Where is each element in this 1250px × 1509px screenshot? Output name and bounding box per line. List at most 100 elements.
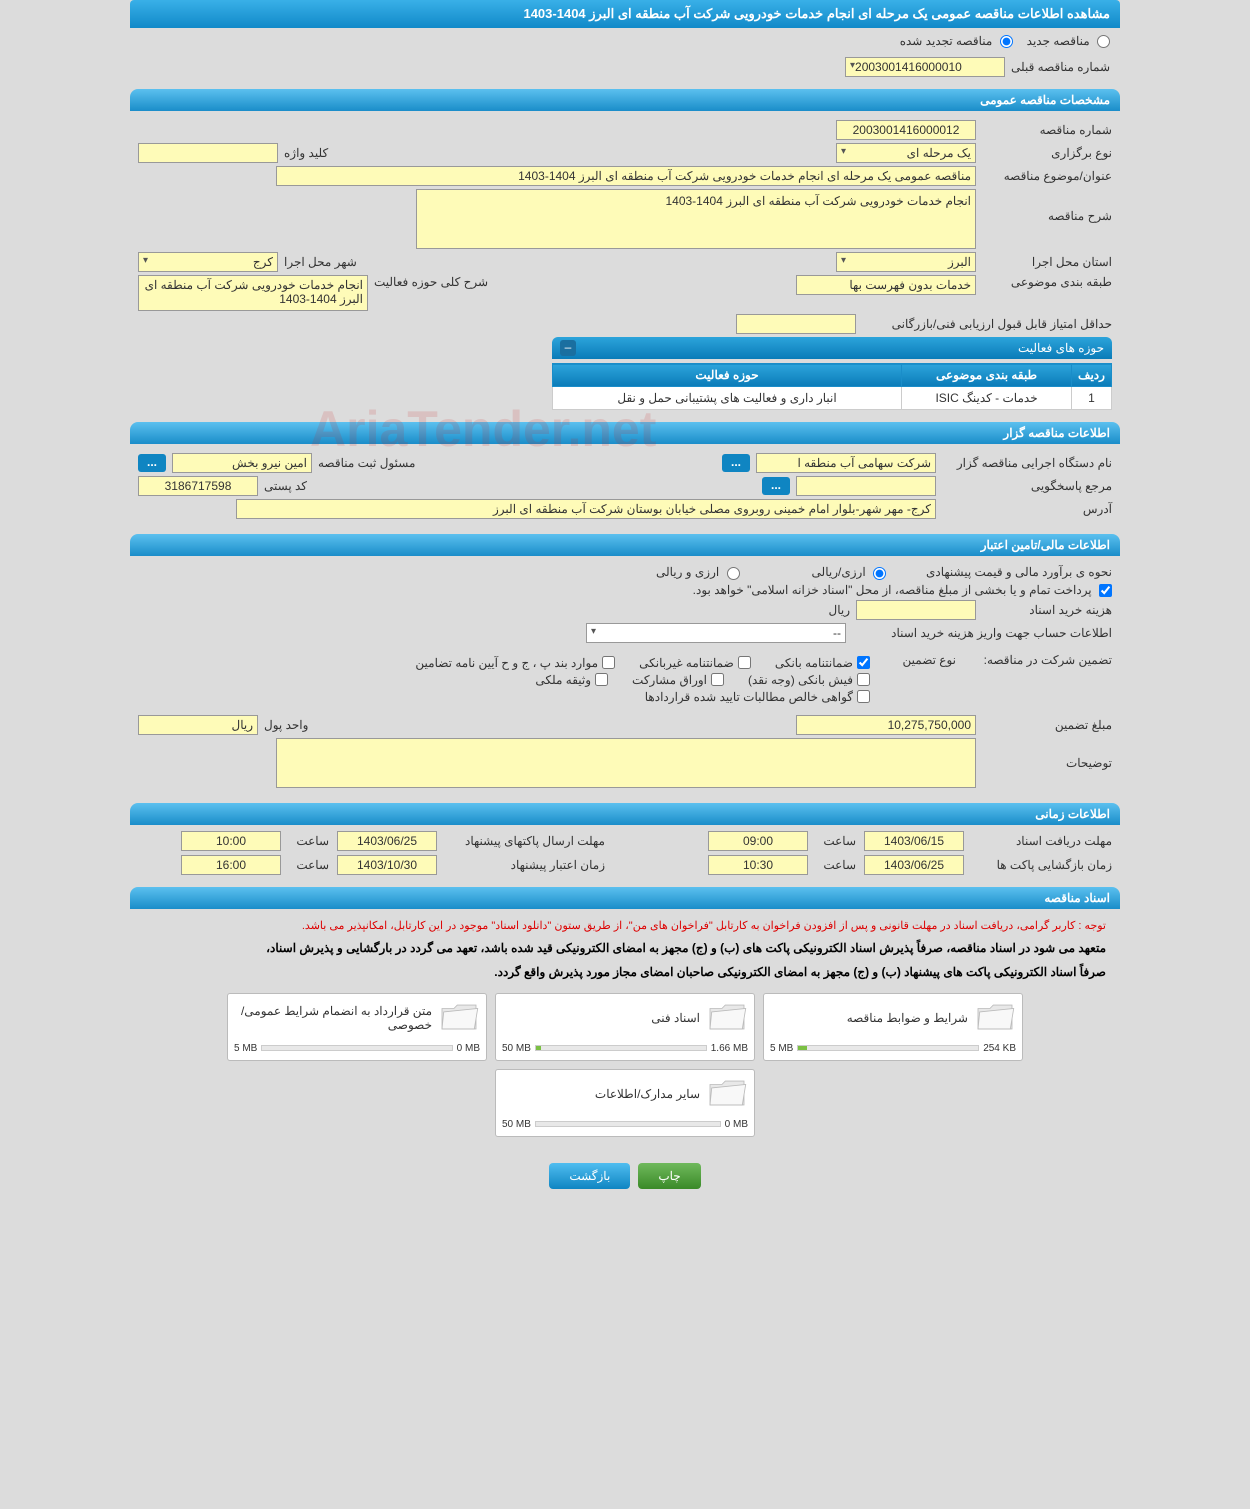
packet-send-date: 1403/06/25 xyxy=(337,831,437,851)
radio-renewed-label: مناقصه تجدید شده xyxy=(900,34,993,48)
doc-title: متن قرارداد به انضمام شرایط عمومی/خصوصی xyxy=(234,1004,432,1032)
chk-regulation[interactable]: موارد بند پ ، ج و ح آیین نامه تضامین xyxy=(415,656,615,670)
guarantee-amount-label: مبلغ تضمین xyxy=(982,718,1112,732)
method-label: نحوه ی برآورد مالی و قیمت پیشنهادی xyxy=(892,565,1112,579)
radio-new[interactable]: مناقصه جدید xyxy=(1027,34,1110,48)
folder-icon xyxy=(438,1000,480,1037)
activity-table: ردیف طبقه بندی موضوعی حوزه فعالیت 1 خدما… xyxy=(552,363,1112,410)
doc-used: 0 MB xyxy=(725,1119,748,1130)
col-category: طبقه بندی موضوعی xyxy=(902,364,1072,387)
back-button[interactable]: بازگشت xyxy=(549,1163,630,1189)
doc-bar xyxy=(261,1045,452,1051)
folder-icon xyxy=(706,1076,748,1113)
section-issuer: اطلاعات مناقصه گزار xyxy=(130,422,1120,444)
folder-icon xyxy=(706,1000,748,1037)
doc-bar xyxy=(797,1045,979,1051)
province-label: استان محل اجرا xyxy=(982,255,1112,269)
org-dots-button[interactable]: ... xyxy=(722,454,750,472)
type-label: نوع برگزاری xyxy=(982,146,1112,160)
print-button[interactable]: چاپ xyxy=(638,1163,700,1189)
doc-used: 1.66 MB xyxy=(711,1043,748,1054)
treasury-check[interactable]: پرداخت تمام و یا بخشی از مبلغ مناقصه، از… xyxy=(693,583,1112,597)
keyword-label: کلید واژه xyxy=(284,146,328,160)
doc-bar xyxy=(535,1121,721,1127)
currency-field: ریال xyxy=(138,715,258,735)
city-select[interactable]: کرج xyxy=(138,252,278,272)
prev-number-select[interactable]: 2003001416000010 xyxy=(845,57,1005,77)
inq-dots-button[interactable]: ... xyxy=(762,477,790,495)
city-label: شهر محل اجرا xyxy=(284,255,357,269)
doc-card[interactable]: اسناد فنی 50 MB 1.66 MB xyxy=(495,993,755,1061)
doc-max: 50 MB xyxy=(502,1119,531,1130)
province-select[interactable]: البرز xyxy=(836,252,976,272)
packet-send-label: مهلت ارسال پاکتهای پیشنهاد xyxy=(445,834,605,848)
category-field: خدمات بدون فهرست بها xyxy=(796,275,976,295)
notes-field[interactable] xyxy=(276,738,976,788)
saat1: ساعت xyxy=(816,834,856,848)
category-label: طبقه بندی موضوعی xyxy=(982,275,1112,289)
saat2: ساعت xyxy=(289,834,329,848)
responsible-field: امین نیرو بخش xyxy=(172,453,312,473)
guarantee-hdr: تضمین شرکت در مناقصه: xyxy=(962,653,1112,667)
doc-max: 5 MB xyxy=(770,1043,793,1054)
chk-bank[interactable]: ضمانتنامه بانکی xyxy=(775,656,870,670)
radio-both[interactable]: ارزی و ریالی xyxy=(656,565,740,579)
radio-renewed[interactable]: مناقصه تجدید شده xyxy=(900,34,1013,48)
doc-cost-field[interactable] xyxy=(856,600,976,620)
account-label: اطلاعات حساب جهت واریز هزینه خرید اسناد xyxy=(852,626,1112,640)
open-time: 10:30 xyxy=(708,855,808,875)
folder-icon xyxy=(974,1000,1016,1037)
section-finance: اطلاعات مالی/تامین اعتبار xyxy=(130,534,1120,556)
type-select[interactable]: یک مرحله ای xyxy=(836,143,976,163)
inquiry-label: مرجع پاسخگویی xyxy=(942,479,1112,493)
chk-property[interactable]: وثیقه ملکی xyxy=(535,673,608,687)
notes-label: توضیحات xyxy=(982,738,1112,770)
desc-field: انجام خدمات خودرویی شرکت آب منطقه ای الب… xyxy=(416,189,976,249)
title-field: مناقصه عمومی یک مرحله ای انجام خدمات خود… xyxy=(276,166,976,186)
credit-time: 16:00 xyxy=(181,855,281,875)
doc-max: 5 MB xyxy=(234,1043,257,1054)
number-label: شماره مناقصه xyxy=(982,123,1112,137)
doc-receive-time: 09:00 xyxy=(708,831,808,851)
saat3: ساعت xyxy=(816,858,856,872)
responsible-label: مسئول ثبت مناقصه xyxy=(318,456,415,470)
doc-card[interactable]: سایر مدارک/اطلاعات 50 MB 0 MB xyxy=(495,1069,755,1137)
address-label: آدرس xyxy=(942,502,1112,516)
currency-label: واحد پول xyxy=(264,718,308,732)
page-title: مشاهده اطلاعات مناقصه عمومی یک مرحله ای … xyxy=(130,0,1120,28)
section-general: مشخصات مناقصه عمومی xyxy=(130,89,1120,111)
desc-label: شرح مناقصه xyxy=(982,189,1112,223)
docs-blk-note2: صرفاً اسناد الکترونیکی پاکت های پیشنهاد … xyxy=(138,960,1112,984)
col-row: ردیف xyxy=(1072,364,1112,387)
doc-max: 50 MB xyxy=(502,1043,531,1054)
min-score-field[interactable] xyxy=(736,314,856,334)
activity-table-title: حوزه های فعالیت xyxy=(1018,341,1104,355)
account-select[interactable]: -- xyxy=(586,623,846,643)
table-row: 1 خدمات - کدینگ ISIC انبار داری و فعالیت… xyxy=(553,387,1112,410)
doc-receive-date: 1403/06/15 xyxy=(864,831,964,851)
doc-bar xyxy=(535,1045,707,1051)
scope-field: انجام خدمات خودرویی شرکت آب منطقه ای الب… xyxy=(138,275,368,311)
doc-card[interactable]: شرایط و ضوابط مناقصه 5 MB 254 KB xyxy=(763,993,1023,1061)
doc-card[interactable]: متن قرارداد به انضمام شرایط عمومی/خصوصی … xyxy=(227,993,487,1061)
org-label: نام دستگاه اجرایی مناقصه گزار xyxy=(942,456,1112,470)
minimize-icon[interactable]: – xyxy=(560,340,576,356)
chk-cash[interactable]: فیش بانکی (وجه نقد) xyxy=(748,673,870,687)
org-field: شرکت سهامی آب منطقه ا xyxy=(756,453,936,473)
prev-number-label: شماره مناقصه قبلی xyxy=(1011,60,1110,74)
credit-label: زمان اعتبار پیشنهاد xyxy=(445,858,605,872)
doc-used: 0 MB xyxy=(457,1043,480,1054)
doc-title: سایر مدارک/اطلاعات xyxy=(502,1087,700,1101)
chk-nonbank[interactable]: ضمانتنامه غیربانکی xyxy=(639,656,751,670)
doc-title: اسناد فنی xyxy=(502,1011,700,1025)
credit-date: 1403/10/30 xyxy=(337,855,437,875)
keyword-field[interactable] xyxy=(138,143,278,163)
col-activity: حوزه فعالیت xyxy=(553,364,902,387)
radio-rial[interactable]: ارزی/ریالی xyxy=(812,565,886,579)
docs-blk-note1: متعهد می شود در اسناد مناقصه، صرفاً پذیر… xyxy=(138,936,1112,960)
chk-clearance[interactable]: گواهی خالص مطالبات تایید شده قراردادها xyxy=(645,690,870,704)
chk-bonds[interactable]: اوراق مشارکت xyxy=(632,673,724,687)
section-docs: اسناد مناقصه xyxy=(130,887,1120,909)
inquiry-field[interactable] xyxy=(796,476,936,496)
resp-dots-button[interactable]: ... xyxy=(138,454,166,472)
